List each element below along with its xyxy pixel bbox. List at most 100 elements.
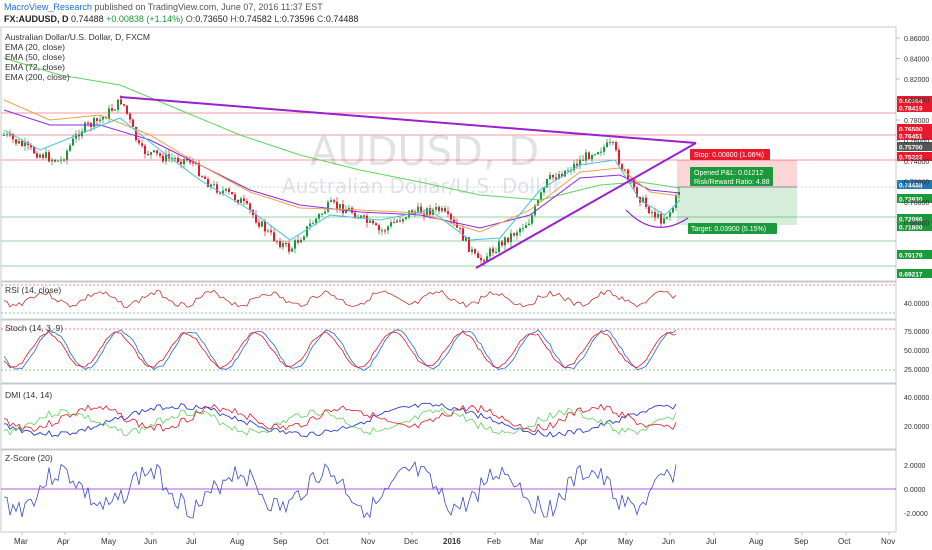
stop-label: Stop: 0.00800 (1.06%) [694, 152, 764, 159]
ema-line [3, 57, 681, 201]
price-tick: 0.80000 [904, 98, 929, 105]
open-value: 0.73650 [195, 14, 228, 24]
price-tag [897, 214, 932, 223]
stoch-d-line [3, 331, 677, 369]
position-tool[interactable]: Stop: 0.00800 (1.06%) Opened P&L: 0.0121… [677, 149, 797, 234]
symbol-label: FX:AUDUSD [4, 14, 57, 24]
price-tag [897, 250, 932, 259]
date-tick: Nov [361, 537, 375, 546]
rsi-tick: 40.0000 [904, 301, 929, 308]
publish-info: published on TradingView.com, June 07, 2… [94, 2, 323, 12]
date-tick: Mar [14, 537, 28, 546]
date-tick: Aug [230, 537, 244, 546]
date-tick: Mar [530, 537, 544, 546]
stoch-tick-75: 75.0000 [904, 329, 929, 336]
price-tick: 0.82000 [904, 77, 929, 84]
price-tag [897, 96, 932, 105]
date-tick: Apr [57, 537, 70, 546]
price-tick: 0.84000 [904, 57, 929, 64]
price-tag [897, 124, 932, 133]
date-axis: Mar Apr May Jun Jul Aug Sep Oct Nov Dec 2016 Feb Mar… [14, 532, 895, 546]
price-tick: 0.70000 [904, 200, 929, 207]
price-tick: 0.86000 [904, 36, 929, 43]
price-tick: 0.72000 [904, 180, 929, 187]
price-tag-label: 0.76500 [899, 127, 923, 134]
pnl-label-box [690, 167, 773, 186]
trading-chart[interactable]: AUDUSD, D Australian Dollar/U.S. Dollar … [0, 26, 932, 550]
ema200-label: EMA (200, close) [5, 72, 70, 82]
date-tick: Feb [487, 537, 501, 546]
close-value: 0.74488 [325, 14, 359, 24]
ema-line [3, 109, 681, 229]
price-tick: 0.74000 [904, 159, 929, 166]
date-tick: Sep [794, 537, 809, 546]
target-label-box [688, 223, 777, 234]
date-tick: Nov [881, 537, 895, 546]
ema72-label: EMA (72, close) [5, 62, 65, 72]
price-tick: 0.78000 [904, 118, 929, 125]
price-tag-label: 0.80264 [899, 99, 923, 106]
price-tag [897, 222, 932, 231]
price-tag-label: 0.73930 [899, 197, 923, 204]
price-tag-label: 0.74488 [899, 183, 923, 190]
stoch-k-line [3, 329, 677, 371]
date-tick: Jun [662, 537, 675, 546]
stop-label-box [690, 149, 770, 160]
date-tick: Jul [186, 537, 196, 546]
dmi-plus-line [3, 407, 677, 436]
zscore-tick-2: 2.0000 [904, 463, 926, 470]
watermark-symbol: AUDUSD, D [310, 129, 539, 175]
zscore-title: Z-Score (20) [5, 453, 53, 463]
descending-trendline[interactable] [119, 96, 697, 144]
price-tag-label: 0.78419 [899, 106, 923, 113]
low-value: 0.73596 [281, 14, 315, 24]
price-tag-label: 0.72086 [899, 217, 923, 224]
price-tag [897, 269, 932, 278]
price-tag-label: 0.75700 [899, 145, 923, 152]
date-tick: 2016 [443, 537, 461, 546]
dmi-adx-line [3, 402, 677, 438]
trendline-drawings[interactable] [119, 96, 697, 269]
date-tick: May [618, 537, 633, 546]
pnl-label: Opened P&L: 0.01212 [694, 170, 763, 177]
target-label: Target: 0.03900 (5.15%) [691, 226, 766, 233]
ascending-trendline[interactable] [475, 142, 697, 269]
publish-header: MacroView_Research published on TradingV… [4, 2, 323, 14]
price-tag-label: 0.69217 [899, 272, 923, 279]
rsi-title: RSI (14, close) [5, 285, 61, 295]
dmi-tick-40: 40.0000 [904, 395, 929, 402]
price-tag [897, 131, 932, 140]
date-tick: Aug [749, 537, 763, 546]
interval-label: D [62, 14, 69, 24]
dmi-tick-20: 20.0000 [904, 424, 929, 431]
symbol-title: Australian Dollar/U.S. Dollar, D, FXCM [5, 32, 150, 42]
price-tick: 0.68000 [904, 221, 929, 228]
rsi-line [3, 289, 677, 308]
date-tick: Jul [706, 537, 716, 546]
last-price: 0.74488 [71, 14, 104, 24]
price-tag-label: 0.71800 [899, 225, 923, 232]
price-tag [897, 194, 932, 203]
price-tag [897, 152, 932, 161]
ema-overlays [3, 57, 681, 241]
author-link[interactable]: MacroView_Research [4, 2, 92, 12]
rounding-bottom-arc[interactable] [625, 209, 689, 228]
date-tick: Jun [144, 537, 157, 546]
price-tag [897, 103, 932, 112]
zscore-tick-0: 0.0000 [904, 487, 926, 494]
ema-line [3, 117, 681, 241]
price-tag [897, 180, 932, 189]
price-tick: 0.76000 [904, 139, 929, 146]
date-tick: Apr [575, 537, 588, 546]
dmi-title: DMI (14, 14) [5, 390, 52, 400]
price-tag-label: 0.70179 [899, 253, 923, 260]
date-tick: Oct [316, 537, 329, 546]
rr-label: Risk/Reward Ratio: 4.88 [694, 179, 770, 186]
stoch-tick-25: 25.0000 [904, 367, 929, 374]
price-tag-label: 0.75222 [899, 155, 923, 162]
date-tick: Sep [273, 537, 288, 546]
price-change: +0.00838 (+1.14%) [106, 14, 184, 24]
zscore-pane-frame [0, 449, 897, 533]
ema-line [3, 99, 681, 233]
